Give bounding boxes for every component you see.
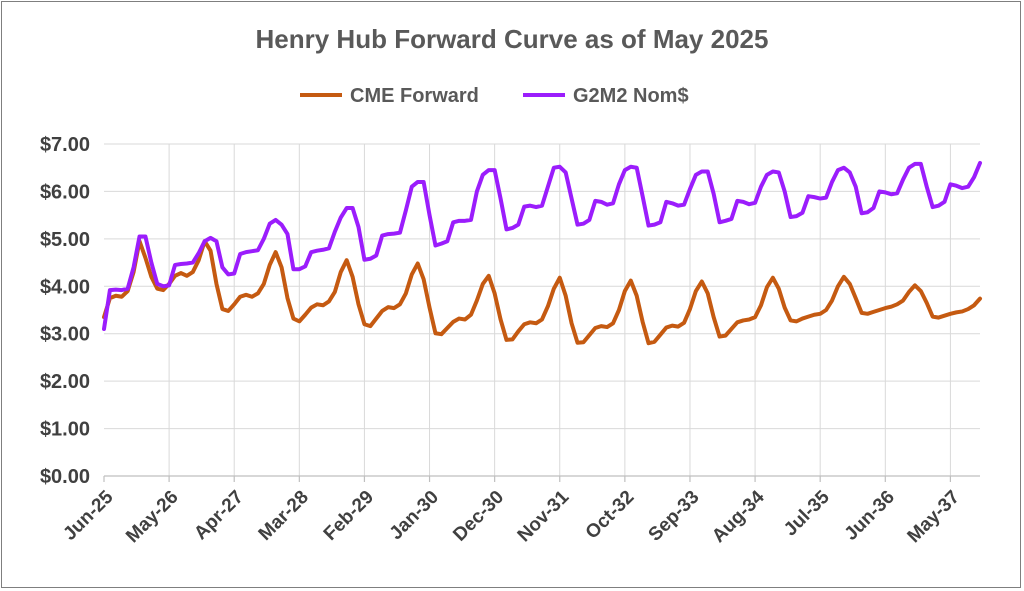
gridlines — [104, 143, 980, 476]
legend-label-g2m2: G2M2 Nom$ — [573, 85, 689, 107]
x-tick-label: Feb-29 — [320, 487, 378, 545]
x-tick-label: Jun-25 — [59, 486, 117, 544]
x-tick-label: Jan-30 — [386, 487, 443, 544]
y-tick-label: $0.00 — [40, 466, 90, 488]
chart-title: Henry Hub Forward Curve as of May 2025 — [256, 24, 769, 54]
y-tick-label: $2.00 — [40, 371, 90, 393]
y-axis: $0.00 $1.00 $2.00 $3.00 $4.00 $5.00 $6.00 $7.00 — [40, 134, 90, 488]
y-tick-label: $5.00 — [40, 229, 90, 251]
x-tick-label: May-26 — [122, 487, 182, 547]
x-tick-label: Aug-34 — [708, 486, 769, 547]
x-tick-label: Jun-36 — [841, 487, 899, 545]
series-lines — [102, 160, 982, 346]
x-tick-label: Mar-28 — [255, 487, 313, 545]
y-tick-label: $4.00 — [40, 276, 90, 298]
x-tick-label: May-37 — [904, 487, 964, 547]
series-line-cme-forward — [102, 239, 982, 346]
x-axis: Jun-25 May-26 Apr-27 Mar-28 Feb-29 Jan-30 Dec-… — [59, 475, 980, 547]
y-tick-label: $1.00 — [40, 419, 90, 441]
y-tick-label: $7.00 — [40, 134, 90, 156]
x-tick-label: Dec-30 — [449, 487, 508, 546]
x-tick-label: Sep-33 — [645, 487, 704, 546]
y-tick-label: $6.00 — [40, 181, 90, 203]
y-tick-label: $3.00 — [40, 324, 90, 346]
x-tick-label: Oct-32 — [582, 487, 639, 544]
x-tick-label: Apr-27 — [190, 487, 247, 544]
x-tick-label: Nov-31 — [514, 486, 574, 546]
x-tick-label: Jul-35 — [780, 486, 834, 540]
series-line-g2m2-nom — [102, 160, 982, 331]
legend: CME Forward G2M2 Nom$ — [300, 85, 689, 107]
legend-label-cme: CME Forward — [350, 85, 479, 107]
